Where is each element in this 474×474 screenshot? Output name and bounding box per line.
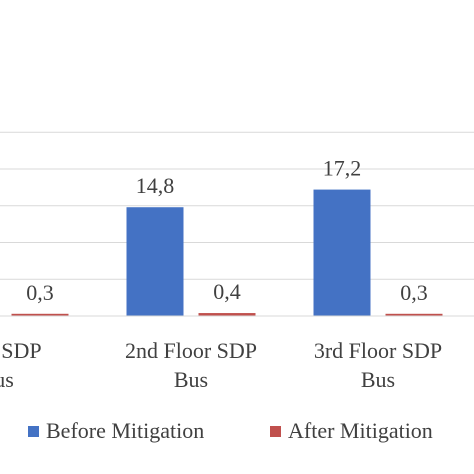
category-label: oor SDP xyxy=(0,338,42,363)
bar-before-3 xyxy=(313,189,371,316)
category-label: Bus xyxy=(174,367,208,392)
data-label: 0,4 xyxy=(213,279,241,304)
bar-after-3 xyxy=(385,313,443,316)
data-label: 14,8 xyxy=(136,173,175,198)
gridlines xyxy=(0,131,474,280)
category-label: 2nd Floor SDP xyxy=(125,338,257,363)
category-labels: oor SDP us 2nd Floor SDP Bus 3rd Floor SDP Bu… xyxy=(0,338,442,392)
bar-after-2 xyxy=(198,313,256,316)
legend-item-after: After Mitigation xyxy=(270,418,433,444)
data-label: 17,2 xyxy=(323,156,362,181)
data-label: 0,3 xyxy=(400,280,428,305)
legend-label-after: After Mitigation xyxy=(288,418,433,443)
legend-label-before: Before Mitigation xyxy=(46,418,205,443)
legend-swatch-before xyxy=(28,425,39,437)
category-label: Bus xyxy=(361,367,395,392)
legend-item-before: Before Mitigation xyxy=(28,418,204,444)
bar-after-1 xyxy=(11,313,69,316)
legend: Before Mitigation After Mitigation xyxy=(0,418,474,448)
data-label: 0,3 xyxy=(26,280,54,305)
value-labels: 14,8 17,2 0,3 0,4 0,3 xyxy=(26,156,428,305)
bars xyxy=(11,189,443,316)
bar-before-2 xyxy=(126,207,184,316)
legend-swatch-after xyxy=(270,425,281,437)
category-label: us xyxy=(0,367,14,392)
category-label: 3rd Floor SDP xyxy=(314,338,442,363)
